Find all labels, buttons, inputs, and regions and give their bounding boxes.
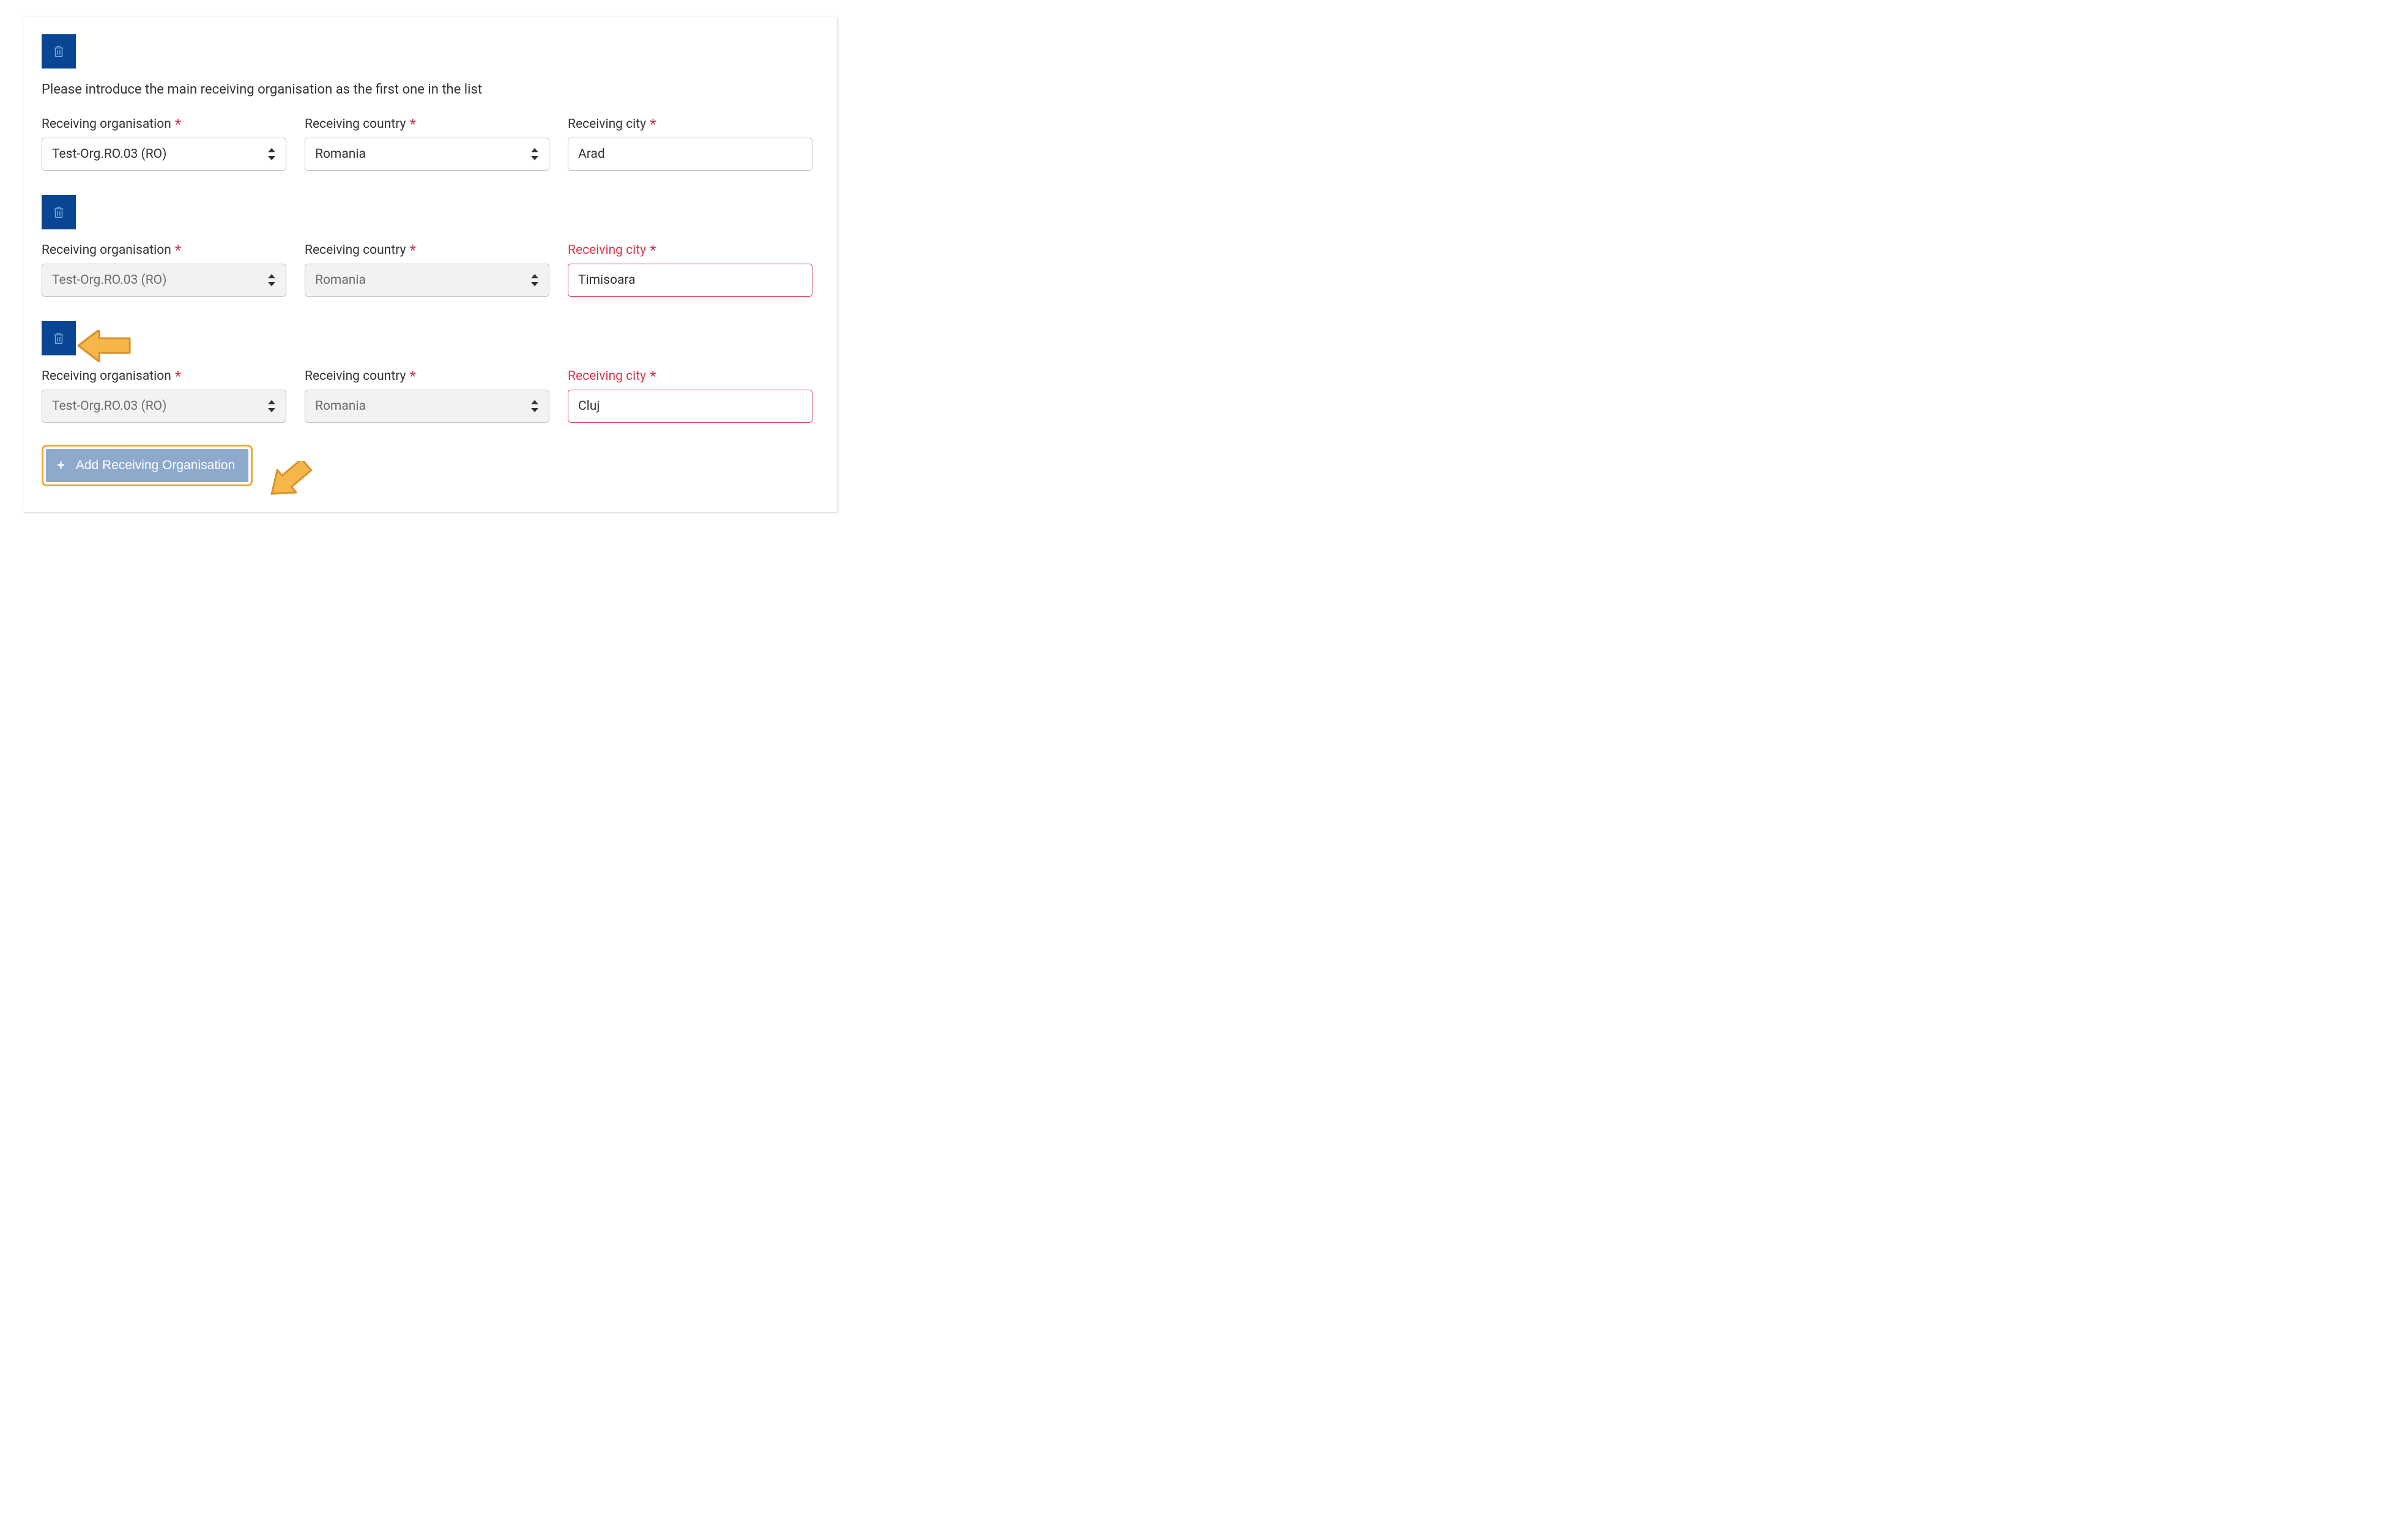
- required-asterisk: *: [650, 368, 656, 385]
- country-value: Romania: [315, 273, 366, 287]
- country-label-text: Receiving country: [305, 243, 406, 258]
- entry-block: Receiving organisation * Test-Org.RO.03 (…: [42, 195, 819, 297]
- organisation-value: Test-Org.RO.03 (RO): [52, 399, 166, 413]
- city-label: Receiving city *: [568, 366, 812, 384]
- required-asterisk: *: [409, 368, 415, 385]
- required-asterisk: *: [175, 368, 181, 385]
- country-label: Receiving country*: [305, 366, 549, 384]
- city-input[interactable]: Cluj: [568, 390, 812, 423]
- organisation-label-text: Receiving organisation: [42, 243, 171, 258]
- chevron-sort-icon: [530, 400, 539, 412]
- country-select[interactable]: Romania: [305, 138, 549, 171]
- delete-button[interactable]: [42, 34, 76, 69]
- chevron-sort-icon: [530, 148, 539, 160]
- organisation-select[interactable]: Test-Org.RO.03 (RO): [42, 264, 286, 297]
- chevron-sort-icon: [267, 274, 276, 286]
- country-label: Receiving country*: [305, 240, 549, 258]
- city-label: Receiving city *: [568, 240, 812, 258]
- organisation-value: Test-Org.RO.03 (RO): [52, 273, 166, 287]
- organisation-label: Receiving organisation *: [42, 114, 286, 132]
- city-label-text: Receiving city: [568, 369, 646, 384]
- required-asterisk: *: [409, 116, 415, 133]
- country-value: Romania: [315, 399, 366, 413]
- chevron-sort-icon: [267, 400, 276, 412]
- city-value: Cluj: [578, 399, 600, 413]
- country-label: Receiving country*: [305, 114, 549, 132]
- city-label-text: Receiving city: [568, 243, 646, 258]
- city-value: Timisoara: [578, 273, 636, 287]
- organisation-label-text: Receiving organisation: [42, 117, 171, 132]
- city-input[interactable]: Timisoara: [568, 264, 812, 297]
- country-label-text: Receiving country: [305, 369, 406, 384]
- required-asterisk: *: [175, 242, 181, 259]
- entry-block: Receiving organisation * Test-Org.RO.03 (…: [42, 321, 819, 423]
- city-label: Receiving city *: [568, 114, 812, 132]
- add-receiving-organisation-button[interactable]: + Add Receiving Organisation: [46, 449, 248, 482]
- add-button-label: Add Receiving Organisation: [76, 458, 235, 473]
- chevron-sort-icon: [267, 148, 276, 160]
- instruction-text: Please introduce the main receiving orga…: [42, 82, 819, 97]
- organisation-label: Receiving organisation *: [42, 240, 286, 258]
- country-label-text: Receiving country: [305, 117, 406, 132]
- required-asterisk: *: [175, 116, 181, 133]
- trash-icon: [52, 331, 65, 346]
- required-asterisk: *: [650, 116, 656, 133]
- delete-button[interactable]: [42, 195, 76, 229]
- add-button-highlight: + Add Receiving Organisation: [42, 445, 253, 486]
- trash-icon: [52, 44, 65, 59]
- city-label-text: Receiving city: [568, 117, 646, 132]
- chevron-sort-icon: [530, 274, 539, 286]
- country-select[interactable]: Romania: [305, 264, 549, 297]
- annotation-arrow-icon: [270, 461, 319, 508]
- plus-icon: +: [57, 458, 65, 473]
- city-input[interactable]: Arad: [568, 138, 812, 171]
- required-asterisk: *: [650, 242, 656, 259]
- delete-button[interactable]: [42, 321, 76, 355]
- organisation-select[interactable]: Test-Org.RO.03 (RO): [42, 390, 286, 423]
- organisation-label-text: Receiving organisation: [42, 369, 171, 384]
- country-value: Romania: [315, 147, 366, 161]
- country-select[interactable]: Romania: [305, 390, 549, 423]
- organisation-label: Receiving organisation *: [42, 366, 286, 384]
- organisation-value: Test-Org.RO.03 (RO): [52, 147, 166, 161]
- form-panel: Please introduce the main receiving orga…: [23, 17, 837, 512]
- required-asterisk: *: [409, 242, 415, 259]
- entry-row: Receiving organisation * Test-Org.RO.03 (…: [42, 114, 819, 171]
- trash-icon: [52, 205, 65, 220]
- organisation-select[interactable]: Test-Org.RO.03 (RO): [42, 138, 286, 171]
- city-value: Arad: [578, 147, 605, 161]
